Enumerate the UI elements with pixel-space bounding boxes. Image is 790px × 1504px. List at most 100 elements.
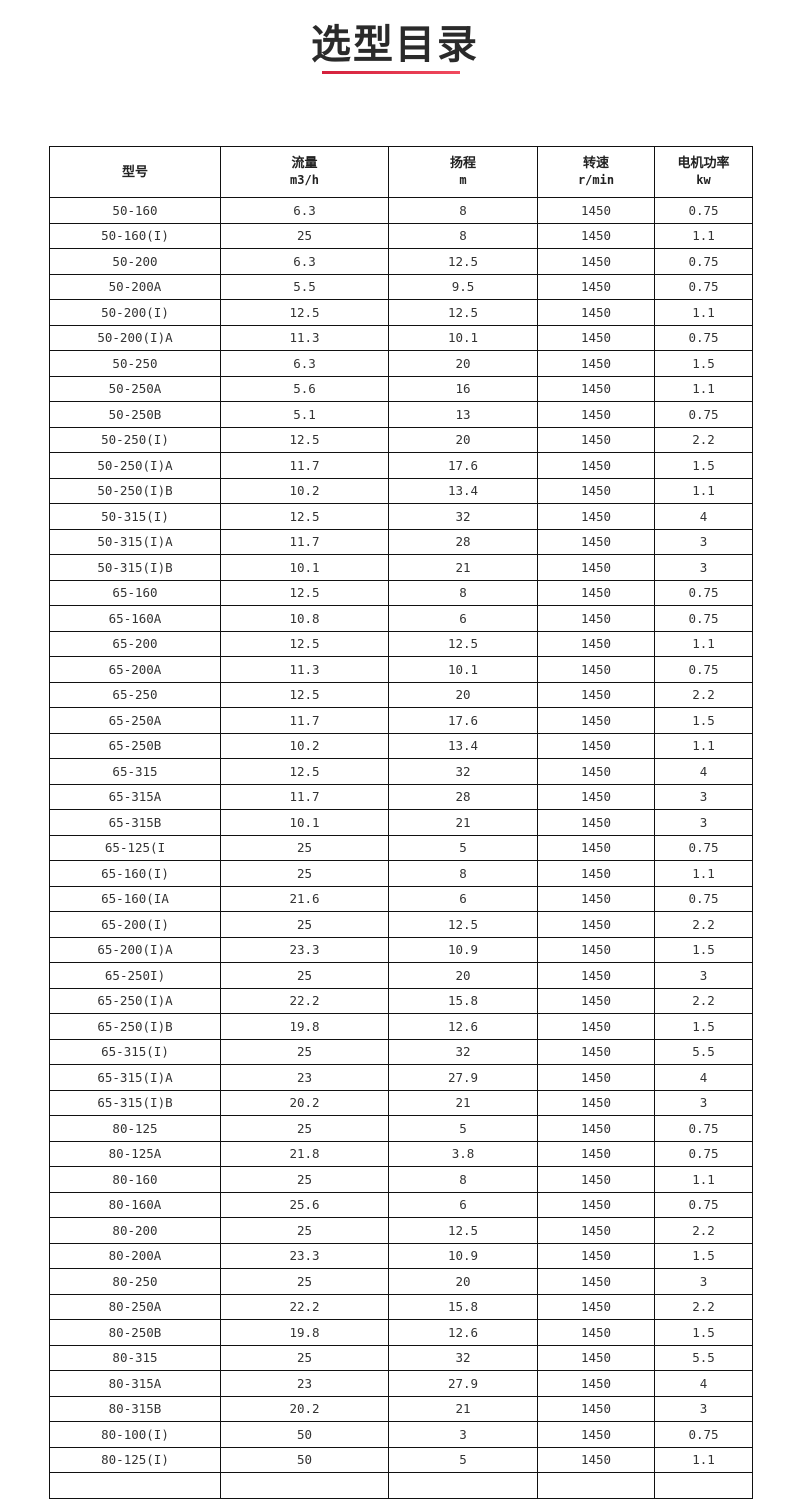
cell-power: 3 bbox=[654, 554, 753, 581]
header-unit: m bbox=[459, 173, 467, 187]
cell-flow: 20.2 bbox=[220, 1089, 389, 1116]
cell-speed: 1450 bbox=[537, 426, 655, 453]
cell-power: 1.1 bbox=[654, 732, 753, 759]
cell-head: 5 bbox=[388, 1115, 538, 1142]
table-row: 50-250 6.3 20 1450 1.5 bbox=[49, 350, 753, 377]
cell-flow: 12.5 bbox=[220, 630, 389, 657]
cell-speed: 1450 bbox=[537, 1089, 655, 1116]
cell-head: 6 bbox=[388, 1191, 538, 1218]
cell-head: 8 bbox=[388, 222, 538, 249]
table-row: 50-160 6.3 8 1450 0.75 bbox=[49, 197, 753, 224]
cell-flow: 6.3 bbox=[220, 248, 389, 275]
cell-model: 65-315 bbox=[49, 758, 221, 785]
cell-model: 65-160(IA bbox=[49, 885, 221, 912]
cell-model: 65-200(I)A bbox=[49, 936, 221, 963]
column-header-power: 电机功率 kw bbox=[654, 146, 753, 198]
cell-flow: 11.7 bbox=[220, 783, 389, 810]
cell-flow: 6.3 bbox=[220, 350, 389, 377]
cell-model: 50-200 bbox=[49, 248, 221, 275]
cell-power: 3 bbox=[654, 962, 753, 989]
table-row: 50-250(I)B 10.2 13.4 1450 1.1 bbox=[49, 477, 753, 504]
cell-head: 15.8 bbox=[388, 1293, 538, 1320]
table-row: 80-100(I) 50 3 1450 0.75 bbox=[49, 1421, 753, 1448]
cell-flow: 11.3 bbox=[220, 656, 389, 683]
cell-speed: 1450 bbox=[537, 630, 655, 657]
cell-power: 1.5 bbox=[654, 350, 753, 377]
cell-model: 80-100(I) bbox=[49, 1421, 221, 1448]
cell-head: 20 bbox=[388, 1268, 538, 1295]
cell-power: 4 bbox=[654, 1064, 753, 1091]
table-row: 80-160 25 8 1450 1.1 bbox=[49, 1166, 753, 1193]
cell-flow: 12.5 bbox=[220, 681, 389, 708]
cell-power: 0.75 bbox=[654, 1421, 753, 1448]
cell-power: 3 bbox=[654, 1268, 753, 1295]
header-label: 扬程 bbox=[449, 156, 476, 171]
table-row: 50-250A 5.6 16 1450 1.1 bbox=[49, 375, 753, 402]
table-row: 65-250(I)B 19.8 12.6 1450 1.5 bbox=[49, 1013, 753, 1040]
cell-speed: 1450 bbox=[537, 1370, 655, 1397]
cell-model: 80-125 bbox=[49, 1115, 221, 1142]
cell-model: 65-250(I)A bbox=[49, 987, 221, 1014]
cell-model: 80-250 bbox=[49, 1268, 221, 1295]
cell-speed: 1450 bbox=[537, 452, 655, 479]
cell-power: 0.75 bbox=[654, 605, 753, 632]
table-row: 50-200(I) 12.5 12.5 1450 1.1 bbox=[49, 299, 753, 326]
table-row: 80-250B 19.8 12.6 1450 1.5 bbox=[49, 1319, 753, 1346]
cell-head: 10.9 bbox=[388, 936, 538, 963]
table-row: 50-250(I) 12.5 20 1450 2.2 bbox=[49, 426, 753, 453]
cell-model: 80-125A bbox=[49, 1140, 221, 1167]
table-row: 65-160(I) 25 8 1450 1.1 bbox=[49, 860, 753, 887]
cell-power: 0.75 bbox=[654, 579, 753, 606]
cell-speed: 1450 bbox=[537, 1242, 655, 1269]
cell-power: 0.75 bbox=[654, 401, 753, 428]
cell-power: 0.75 bbox=[654, 1191, 753, 1218]
cell-power: 1.1 bbox=[654, 299, 753, 326]
cell-power: 5.5 bbox=[654, 1344, 753, 1371]
cell-power: 2.2 bbox=[654, 426, 753, 453]
cell-model: 80-200A bbox=[49, 1242, 221, 1269]
cell-model: 80-160 bbox=[49, 1166, 221, 1193]
cell-speed: 1450 bbox=[537, 503, 655, 530]
cell-flow: 50 bbox=[220, 1446, 389, 1473]
cell-flow: 22.2 bbox=[220, 987, 389, 1014]
cell-power: 3 bbox=[654, 1089, 753, 1116]
cell-speed: 1450 bbox=[537, 401, 655, 428]
cell-head: 32 bbox=[388, 1344, 538, 1371]
cell-flow: 6.3 bbox=[220, 197, 389, 224]
cell-power: 1.5 bbox=[654, 452, 753, 479]
cell-flow: 10.2 bbox=[220, 477, 389, 504]
cell-head: 20 bbox=[388, 350, 538, 377]
cell-flow: 25 bbox=[220, 1038, 389, 1065]
cell-model: 50-200A bbox=[49, 273, 221, 300]
cell-flow: 25 bbox=[220, 222, 389, 249]
cell-speed: 1450 bbox=[537, 732, 655, 759]
cell-flow: 25 bbox=[220, 1344, 389, 1371]
cell-model: 50-160(I) bbox=[49, 222, 221, 249]
cell-speed: 1450 bbox=[537, 324, 655, 351]
cell-flow: 10.1 bbox=[220, 554, 389, 581]
cell-model: 65-125(I bbox=[49, 834, 221, 861]
table-row: 80-315 25 32 1450 5.5 bbox=[49, 1344, 753, 1371]
page-title: 选型目录 bbox=[311, 22, 479, 68]
header-unit: r/min bbox=[577, 173, 615, 187]
cell-power: 0.75 bbox=[654, 324, 753, 351]
cell-model: 65-200A bbox=[49, 656, 221, 683]
cell-head: 32 bbox=[388, 758, 538, 785]
cell-speed: 1450 bbox=[537, 1038, 655, 1065]
table-header-row: 型号 流量 m3/h 扬程 m 转速 r/min 电机功率 kw bbox=[49, 146, 753, 198]
cell-empty bbox=[220, 1472, 389, 1499]
cell-flow: 5.1 bbox=[220, 401, 389, 428]
table-row: 50-200 6.3 12.5 1450 0.75 bbox=[49, 248, 753, 275]
cell-head: 21 bbox=[388, 1395, 538, 1422]
cell-flow: 11.7 bbox=[220, 528, 389, 555]
cell-flow: 11.3 bbox=[220, 324, 389, 351]
cell-flow: 25 bbox=[220, 1115, 389, 1142]
cell-speed: 1450 bbox=[537, 911, 655, 938]
table-row: 65-315(I) 25 32 1450 5.5 bbox=[49, 1038, 753, 1065]
column-header-flow: 流量 m3/h bbox=[220, 146, 389, 198]
column-header-head: 扬程 m bbox=[388, 146, 538, 198]
cell-power: 2.2 bbox=[654, 681, 753, 708]
cell-flow: 12.5 bbox=[220, 503, 389, 530]
cell-flow: 23.3 bbox=[220, 936, 389, 963]
table-row: 50-315(I)B 10.1 21 1450 3 bbox=[49, 554, 753, 581]
